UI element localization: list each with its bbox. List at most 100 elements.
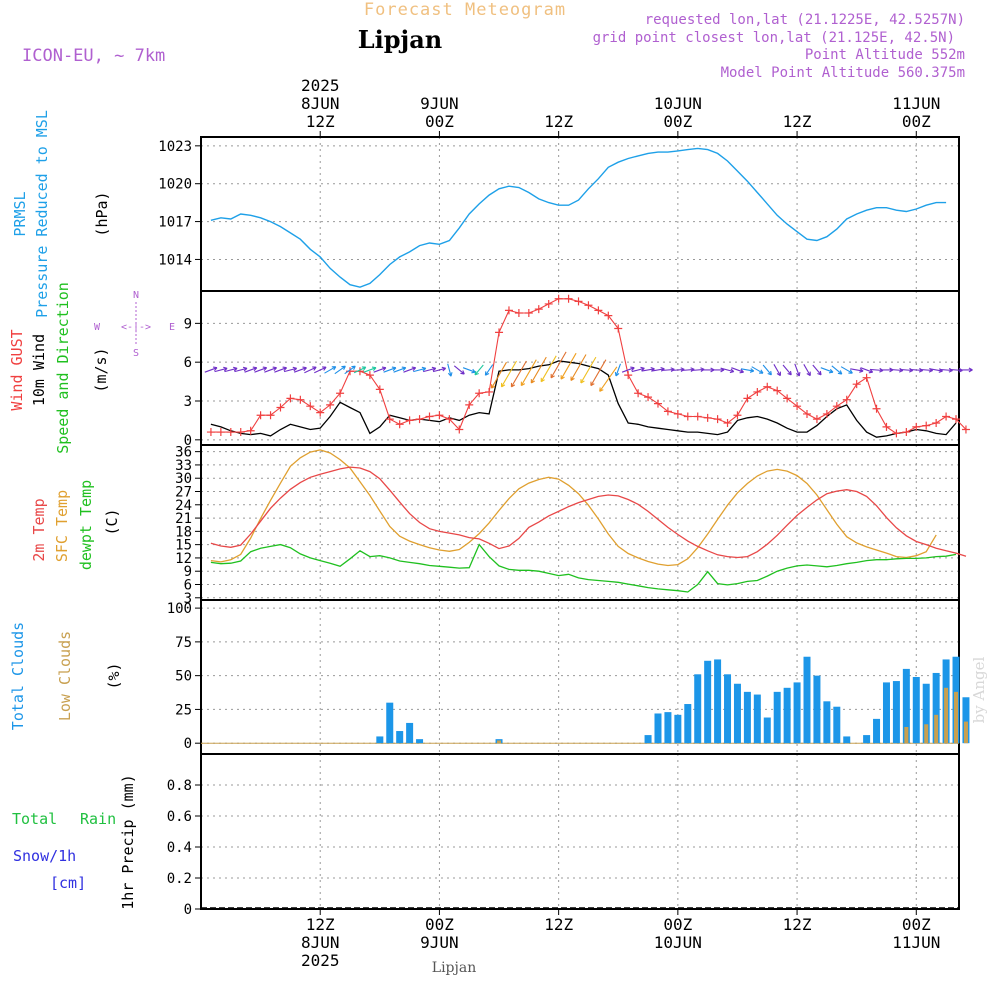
gust-marker <box>763 382 772 391</box>
top-time-label: 9JUN <box>420 94 459 113</box>
total-clouds-bar <box>843 736 851 744</box>
gust-marker <box>703 413 712 422</box>
bottom-time-label: 12Z <box>306 915 335 934</box>
total-clouds-bar <box>684 704 692 744</box>
precip-ytick-label: 0.4 <box>167 840 192 856</box>
pressure-label-1: PRMSL <box>11 191 29 236</box>
top-time-label: 00Z <box>663 112 692 131</box>
gust-marker <box>445 415 454 424</box>
clouds-ytick-label: 100 <box>167 601 192 617</box>
gust-marker <box>862 373 871 382</box>
precip-frame <box>200 753 960 910</box>
low-clouds-bar <box>924 724 929 744</box>
pressure-ytick-label: 1020 <box>158 177 192 193</box>
total-clouds-bar <box>773 691 781 744</box>
wind-direction-arrow <box>344 365 356 375</box>
wind-direction-label: Speed and Direction <box>54 282 72 454</box>
wind-direction-arrow <box>324 366 337 374</box>
gust-marker <box>663 407 672 416</box>
wind-direction-arrow <box>264 366 278 373</box>
total-clouds-bar <box>803 656 811 744</box>
temp-ytick-label: 9 <box>184 564 192 580</box>
top-time-label: 00Z <box>902 112 931 131</box>
gust-marker <box>415 415 424 424</box>
wind-direction-arrow <box>520 359 537 387</box>
wind-direction-arrow <box>812 364 822 376</box>
temp-ytick-label: 12 <box>175 551 192 567</box>
gust-marker <box>236 428 245 437</box>
gust-marker <box>733 411 742 420</box>
precip-unit: 1hr Precip (mm) <box>119 774 137 909</box>
gust-marker <box>286 394 295 403</box>
total-clouds-bar <box>863 735 871 744</box>
wind-direction-arrow <box>453 365 465 375</box>
total-clouds-bar <box>892 681 900 744</box>
gust-marker <box>495 328 504 337</box>
gust-marker <box>425 412 434 421</box>
wind-unit: (m/s) <box>92 347 110 392</box>
gust-marker <box>723 419 732 427</box>
bottom-time-label: 12Z <box>544 915 573 934</box>
gust-marker <box>803 409 812 418</box>
total-clouds-bar <box>733 683 741 744</box>
gust-marker <box>634 389 643 398</box>
total-clouds-bar <box>793 682 801 744</box>
wind-direction-arrow <box>510 360 527 388</box>
wind-direction-arrow <box>363 366 377 373</box>
total-clouds-bar <box>743 691 751 744</box>
pressure-ytick-label: 1023 <box>158 139 192 155</box>
gust-marker <box>216 428 225 437</box>
total-clouds-bar <box>763 717 771 744</box>
temp-ytick-label: 6 <box>184 578 192 594</box>
gust-marker <box>644 393 653 402</box>
clouds-ytick-label: 25 <box>175 702 192 718</box>
wind-direction-arrow <box>740 368 755 373</box>
total-clouds-bar <box>644 735 652 744</box>
gust-marker <box>961 425 970 434</box>
gust-marker <box>604 311 613 320</box>
gust-marker <box>852 380 861 389</box>
gust-marker <box>793 402 802 411</box>
gust-marker <box>882 422 891 431</box>
gust-marker <box>832 402 841 411</box>
gust-marker <box>276 403 285 412</box>
wind-direction-arrow <box>831 365 843 375</box>
wind-direction-arrow <box>413 366 427 373</box>
wind-direction-arrow <box>254 366 268 373</box>
gust-marker <box>614 324 623 333</box>
temp-sfc-label: SFC Temp <box>53 490 71 562</box>
total-clouds-bar <box>922 683 930 744</box>
wind-direction-arrow <box>403 366 417 373</box>
clouds-frame <box>200 599 960 755</box>
top-time-label: 2025 <box>301 76 340 95</box>
total-clouds-bar <box>813 675 821 744</box>
total-clouds-bar <box>902 668 910 744</box>
gust-marker <box>385 415 394 424</box>
wind-direction-arrow <box>490 361 507 389</box>
top-time-label: 12Z <box>306 112 335 131</box>
total-clouds-bar <box>664 712 672 744</box>
total-clouds-bar <box>406 722 414 744</box>
total-clouds-bar <box>932 672 940 744</box>
wind-direction-arrow <box>204 366 218 373</box>
bottom-time-label: 9JUN <box>420 933 459 952</box>
low-clouds-bar <box>954 691 959 744</box>
dewpt-temp-line <box>210 543 957 593</box>
gust-marker <box>683 412 692 421</box>
total-clouds-bar <box>376 736 384 744</box>
wind-direction-arrow <box>590 359 607 387</box>
gust-marker <box>475 389 484 398</box>
precip-total-label: Total <box>12 810 57 828</box>
compass-e: E <box>169 322 175 333</box>
temp-frame <box>200 444 960 601</box>
bottom-time-label: 12Z <box>783 915 812 934</box>
total-clouds-bar <box>386 702 394 744</box>
temp-ytick-label: 15 <box>175 538 192 554</box>
model-point-altitude: Model Point Altitude 560.375m <box>721 65 965 81</box>
wind-speed-line <box>210 360 957 438</box>
wind-direction-arrow <box>423 366 437 373</box>
clouds-unit: (%) <box>105 662 123 689</box>
gust-marker <box>932 419 941 427</box>
top-time-label: 8JUN <box>301 94 340 113</box>
